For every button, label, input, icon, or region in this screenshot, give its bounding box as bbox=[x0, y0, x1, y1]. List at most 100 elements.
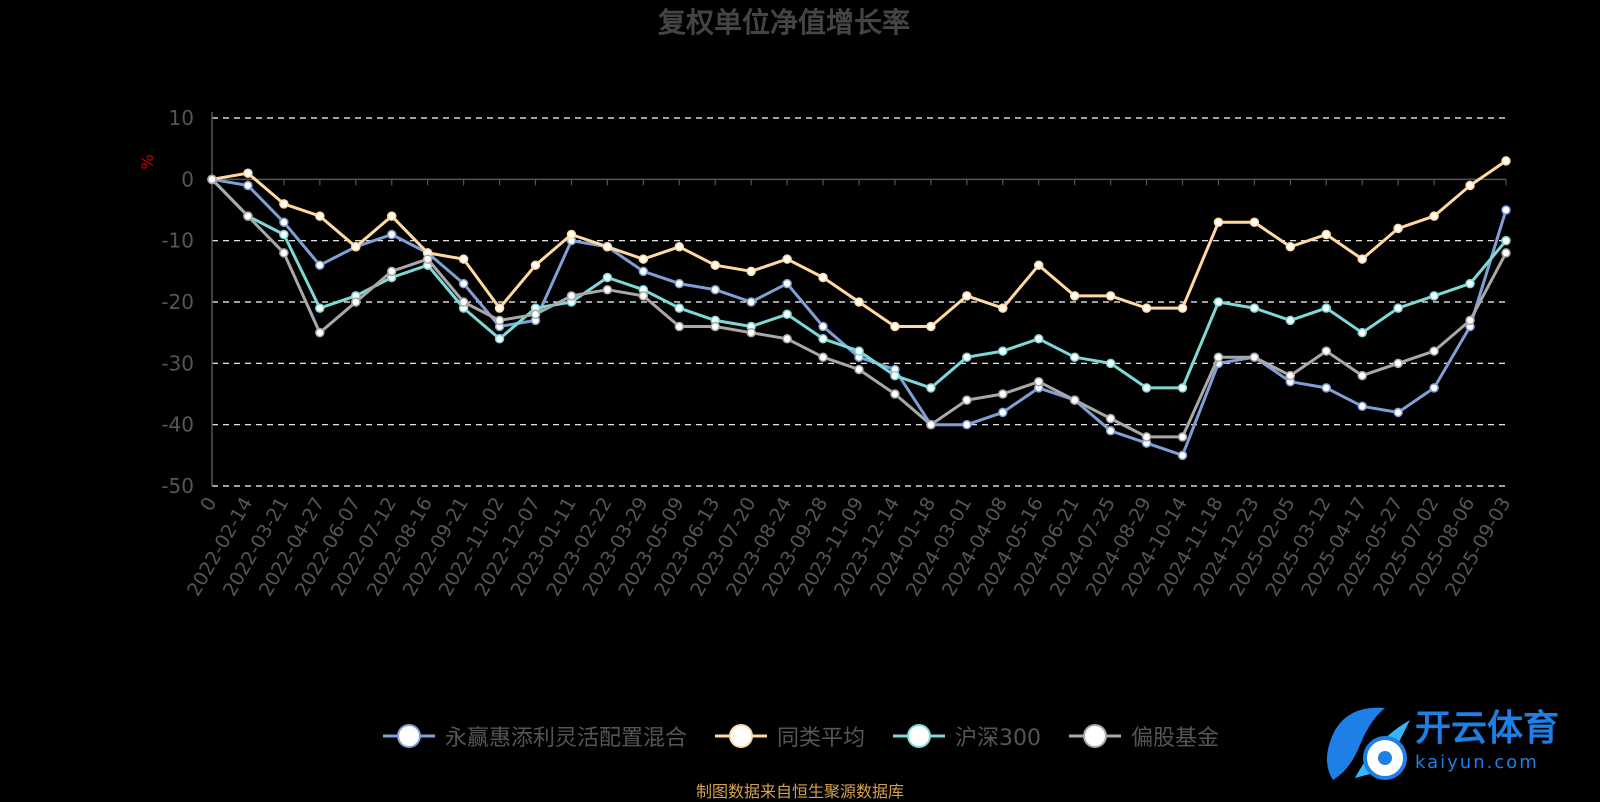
legend-item[interactable]: 永赢惠添利灵活配置混合 bbox=[381, 720, 687, 752]
data-point bbox=[279, 199, 289, 209]
legend-label: 同类平均 bbox=[776, 726, 865, 751]
data-point bbox=[494, 315, 505, 326]
data-point bbox=[1105, 426, 1116, 436]
data-point bbox=[458, 297, 469, 307]
data-point bbox=[674, 278, 685, 289]
data-point bbox=[279, 248, 289, 258]
data-point bbox=[315, 211, 325, 221]
data-point bbox=[1501, 235, 1511, 246]
data-point bbox=[1393, 407, 1403, 418]
watermark-text-cn: 开云体育 bbox=[1415, 708, 1559, 749]
series-layer bbox=[207, 156, 1511, 461]
y-tick-label: 10 bbox=[169, 106, 194, 130]
data-point bbox=[638, 266, 649, 277]
data-point bbox=[1357, 327, 1367, 338]
data-point bbox=[962, 419, 972, 430]
data-point bbox=[458, 254, 469, 264]
data-point bbox=[1105, 291, 1116, 301]
y-tick-label: 0 bbox=[181, 167, 194, 191]
data-point bbox=[1249, 352, 1260, 362]
data-point bbox=[962, 395, 972, 405]
data-point bbox=[1285, 370, 1296, 381]
data-point bbox=[1213, 297, 1224, 307]
data-point bbox=[351, 297, 361, 307]
data-point bbox=[674, 242, 685, 252]
data-point bbox=[1429, 383, 1439, 393]
data-point bbox=[1177, 303, 1188, 313]
y-axis-unit-label: % bbox=[138, 154, 157, 169]
data-point bbox=[782, 254, 792, 264]
data-point bbox=[1321, 383, 1332, 393]
data-point bbox=[818, 352, 828, 362]
data-point bbox=[854, 297, 864, 307]
legend-label: 永赢惠添利灵活配置混合 bbox=[444, 726, 687, 751]
legend-swatch bbox=[1069, 724, 1121, 748]
data-point bbox=[1465, 315, 1475, 326]
data-point bbox=[494, 303, 505, 313]
data-point bbox=[1501, 248, 1511, 258]
legend-label: 偏股基金 bbox=[1131, 726, 1220, 751]
data-point bbox=[1213, 217, 1224, 228]
data-point bbox=[1357, 254, 1367, 264]
data-point bbox=[1321, 346, 1332, 356]
series-line bbox=[210, 178, 1508, 439]
data-point bbox=[1393, 303, 1403, 313]
data-point bbox=[1249, 217, 1260, 228]
legend-label: 沪深300 bbox=[955, 726, 1041, 751]
data-point bbox=[998, 346, 1008, 356]
legend-item[interactable]: 偏股基金 bbox=[1067, 720, 1219, 752]
data-point bbox=[207, 174, 217, 185]
y-tick-label: -30 bbox=[161, 351, 194, 375]
data-point bbox=[1069, 352, 1080, 362]
data-point bbox=[926, 383, 936, 393]
data-point bbox=[890, 321, 900, 332]
data-point bbox=[1249, 303, 1260, 313]
data-point bbox=[962, 352, 972, 362]
data-point bbox=[1105, 358, 1116, 369]
data-point bbox=[998, 389, 1008, 399]
y-tick-label: -50 bbox=[161, 474, 194, 498]
data-point bbox=[1141, 383, 1152, 393]
data-point bbox=[1429, 346, 1439, 356]
legend: 永赢惠添利灵活配置混合 同类平均 沪深300 偏股基金 bbox=[0, 720, 1600, 752]
kaiyun-watermark-logo: 开云体育 kaiyun.com bbox=[1326, 707, 1559, 780]
data-point bbox=[1501, 156, 1511, 166]
data-point bbox=[1429, 291, 1439, 301]
data-point bbox=[710, 284, 720, 295]
chart-title: 复权单位净值增长率 bbox=[658, 6, 910, 39]
y-tick-label: -40 bbox=[161, 413, 194, 437]
data-point bbox=[818, 321, 828, 332]
data-point bbox=[962, 291, 972, 301]
data-point bbox=[854, 346, 864, 356]
data-point bbox=[926, 419, 936, 430]
legend-item[interactable]: 同类平均 bbox=[713, 720, 865, 752]
x-tick-label: 0 bbox=[196, 494, 221, 515]
data-point bbox=[494, 334, 505, 344]
data-point bbox=[566, 291, 577, 301]
data-point bbox=[710, 260, 720, 270]
data-point bbox=[1429, 211, 1439, 221]
data-point bbox=[1501, 205, 1511, 215]
y-tick-label: -10 bbox=[161, 229, 194, 253]
data-point bbox=[710, 321, 720, 332]
legend-swatch bbox=[893, 724, 945, 748]
data-point bbox=[782, 278, 792, 289]
legend-swatch bbox=[382, 724, 435, 748]
kaiyun-logo-icon bbox=[1326, 707, 1410, 780]
data-point bbox=[1177, 450, 1188, 461]
data-point bbox=[315, 327, 325, 338]
legend-item[interactable]: 沪深300 bbox=[891, 720, 1041, 752]
data-point bbox=[602, 284, 613, 295]
data-point bbox=[1177, 383, 1188, 393]
data-point bbox=[746, 266, 756, 277]
data-point bbox=[1033, 376, 1044, 387]
data-point bbox=[818, 272, 828, 283]
data-point bbox=[530, 260, 541, 270]
series-line bbox=[211, 177, 1508, 457]
data-point bbox=[926, 321, 936, 332]
data-point bbox=[530, 309, 541, 320]
data-point bbox=[602, 272, 613, 283]
data-point bbox=[243, 180, 253, 191]
data-point bbox=[1105, 413, 1116, 424]
